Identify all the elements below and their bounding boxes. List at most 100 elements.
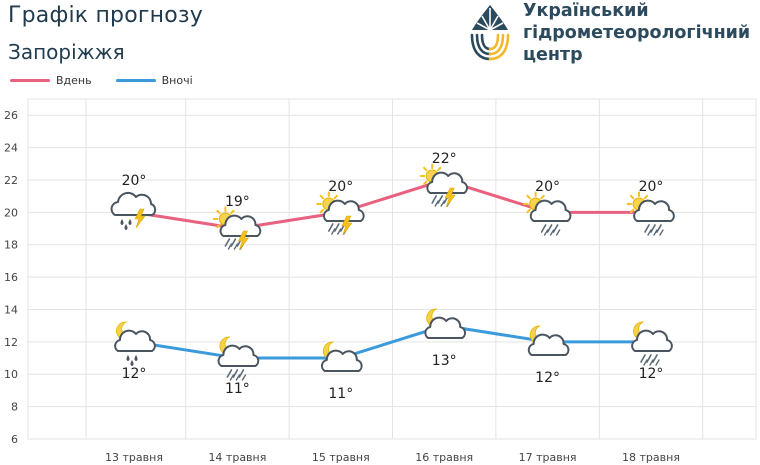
moon-cloud-icon — [320, 341, 363, 372]
rain-streak — [333, 223, 340, 232]
lightning-bolt — [237, 230, 249, 251]
rain-streak — [241, 374, 247, 381]
y-tick-label: 20 — [4, 206, 18, 219]
rain-streak — [229, 374, 235, 381]
moon-drizzle-cloud-icon — [631, 321, 673, 366]
x-tick-label: 14 травня — [208, 451, 266, 464]
rain-streak — [540, 224, 547, 233]
rain-streak — [647, 229, 652, 236]
rain-streak — [653, 229, 658, 236]
sun-ray — [423, 166, 428, 172]
rain-thunder-cloud-icon — [110, 191, 157, 230]
data-label-day: 20° — [639, 179, 664, 195]
city-name: Запоріжжя — [8, 40, 125, 64]
cloud-shape — [527, 333, 570, 356]
x-tick-label: 13 травня — [105, 451, 163, 464]
org-line-1: Український — [523, 1, 649, 21]
rain-streak — [656, 224, 662, 233]
cloud-shape — [633, 199, 675, 222]
legend-label-night: Вночі — [161, 74, 193, 87]
rain-streak — [649, 359, 654, 366]
rain-streak — [543, 229, 549, 236]
data-label-day: 22° — [432, 151, 457, 167]
rain-streak — [650, 224, 656, 233]
data-label-day: 20° — [122, 173, 147, 189]
lightning-bolt — [134, 208, 146, 229]
sun-ray — [526, 208, 531, 214]
rain-streak — [659, 229, 664, 236]
rain-streak — [644, 224, 650, 233]
sun-drizzle-cloud-icon — [523, 191, 572, 236]
sun-ray — [436, 166, 442, 172]
legend-item-day[interactable]: Вдень — [10, 74, 92, 87]
rain-streak — [549, 229, 555, 236]
rain-streak — [640, 354, 646, 363]
rain-streak — [227, 243, 233, 250]
cloud-shape — [320, 349, 363, 372]
sun-ray — [423, 180, 428, 186]
organization-name: Український гідрометеорологічний центр — [523, 0, 750, 66]
data-label-day: 20° — [328, 179, 353, 195]
cloud-shape — [424, 316, 467, 339]
y-tick-label: 8 — [11, 401, 18, 414]
rain-drop — [124, 224, 128, 230]
cloud-shape — [426, 171, 469, 194]
legend-swatch-night — [115, 79, 156, 82]
sun-thunder-cloud-icon — [419, 163, 469, 208]
y-tick-label: 16 — [4, 271, 18, 284]
cloud-shape — [217, 344, 260, 367]
x-tick-label: 18 травня — [622, 451, 680, 464]
rain-streak — [655, 359, 660, 366]
rain-streak — [337, 228, 342, 235]
legend: Вдень Вночі — [10, 74, 217, 87]
sun-ray — [526, 194, 531, 200]
rain-streak — [238, 369, 245, 378]
rain-streak — [235, 374, 241, 381]
y-tick-label: 24 — [4, 142, 18, 155]
rain-streak — [552, 224, 559, 233]
data-label-night: 12° — [639, 366, 664, 382]
cloud-shape — [529, 199, 572, 222]
rain-streak — [646, 354, 652, 363]
cloud-shape — [114, 329, 156, 352]
data-label-night: 11° — [225, 381, 250, 397]
x-tick-label: 15 травня — [312, 451, 370, 464]
rain-drop — [128, 219, 132, 225]
x-tick-label: 16 травня — [415, 451, 473, 464]
rain-streak — [555, 229, 561, 236]
y-tick-label: 10 — [4, 368, 18, 381]
y-tick-label: 26 — [4, 109, 18, 122]
cloud-shape — [110, 191, 157, 216]
moon-drizzle-cloud-icon — [217, 336, 260, 381]
org-line-2: гідрометеорологічний — [523, 23, 751, 43]
rain-streak — [431, 195, 438, 204]
lightning-bolt — [341, 215, 353, 236]
sun-thunder-cloud-icon — [212, 206, 262, 251]
rain-streak — [226, 369, 233, 378]
sun-ray — [333, 194, 338, 200]
y-tick-label: 12 — [4, 336, 18, 349]
legend-label-day: Вдень — [56, 74, 92, 87]
moon-cloud-icon — [424, 308, 467, 339]
data-label-night: 12° — [122, 366, 147, 382]
rain-streak — [233, 243, 239, 250]
data-label-day: 19° — [225, 194, 250, 210]
legend-swatch-day — [10, 79, 50, 82]
x-tick-label: 17 травня — [519, 451, 577, 464]
rain-drop — [120, 219, 124, 225]
lightning-bolt — [444, 187, 456, 208]
rain-streak — [437, 195, 444, 204]
sun-ray — [319, 194, 325, 200]
y-tick-label: 6 — [11, 433, 18, 446]
sun-ray — [319, 208, 325, 214]
y-tick-label: 22 — [4, 174, 18, 187]
rain-drop — [126, 355, 130, 361]
cloud-shape — [631, 329, 673, 352]
sun-ray — [230, 209, 235, 215]
legend-item-night[interactable]: Вночі — [115, 74, 193, 87]
data-label-night: 13° — [432, 353, 457, 369]
cloud-shape — [219, 214, 262, 237]
moon-cloud-icon — [527, 325, 570, 356]
sun-ray — [629, 194, 635, 200]
